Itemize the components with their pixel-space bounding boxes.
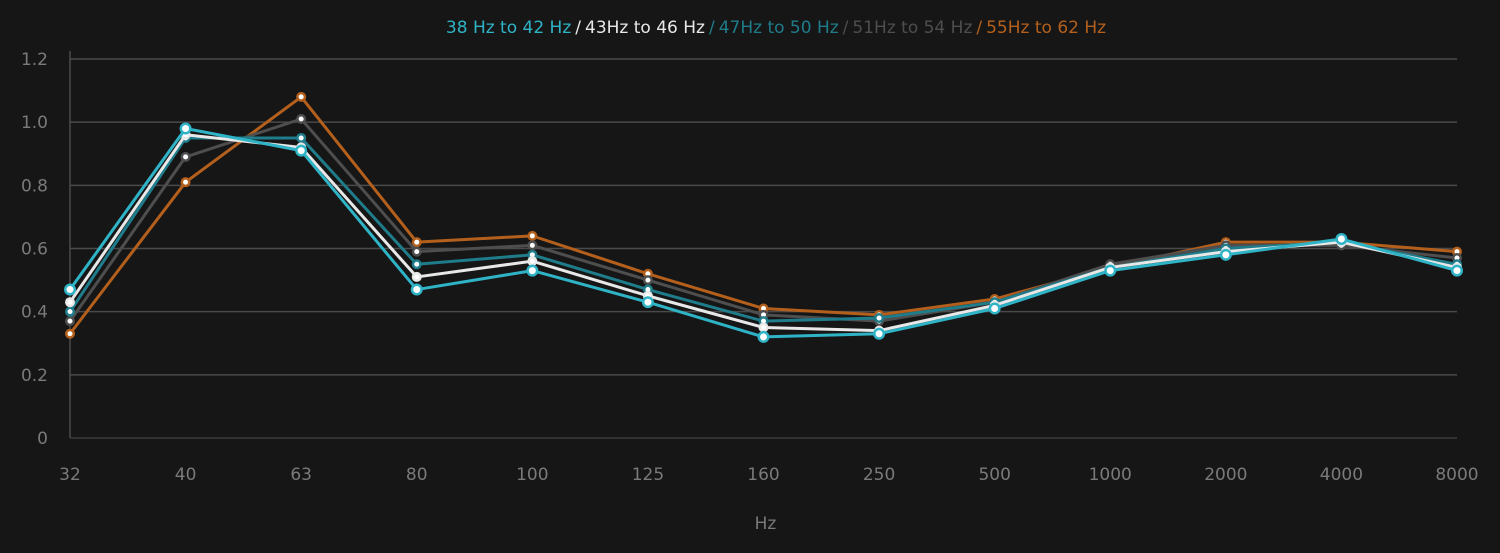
- data-point-center: [414, 249, 420, 255]
- data-point-center: [875, 330, 883, 338]
- data-point-center: [414, 239, 420, 245]
- x-tick-label: 4000: [1320, 465, 1363, 485]
- data-point-center: [761, 312, 766, 318]
- data-point-center: [529, 258, 535, 264]
- data-point-center: [760, 333, 767, 341]
- data-point-center: [67, 299, 73, 305]
- data-point-center: [761, 306, 766, 312]
- data-point-center: [298, 135, 304, 141]
- legend-item[interactable]: 51Hz to 54 Hz: [852, 18, 973, 38]
- legend-item[interactable]: 43Hz to 46 Hz: [585, 18, 705, 38]
- y-tick-label: 0.4: [21, 303, 48, 323]
- data-point-center: [761, 318, 766, 324]
- legend-item[interactable]: 47Hz to 50 Hz: [718, 18, 839, 38]
- series-line: [68, 95, 1458, 335]
- data-point-center: [413, 286, 421, 294]
- data-point-center: [1222, 251, 1230, 259]
- data-point-center: [1337, 235, 1345, 243]
- data-point-center: [761, 324, 766, 330]
- series-line: [68, 133, 1458, 333]
- x-tick-label: 40: [175, 465, 197, 485]
- data-point-center: [67, 331, 73, 337]
- legend-separator: /: [842, 18, 849, 38]
- x-tick-label: 125: [632, 465, 664, 485]
- data-point-center: [529, 242, 535, 248]
- chart-legend: 38 Hz to 42 Hz/43Hz to 46 Hz/47Hz to 50 …: [0, 18, 1500, 38]
- data-point-center: [183, 179, 189, 185]
- legend-separator: /: [976, 18, 983, 38]
- x-tick-label: 32: [59, 465, 81, 485]
- data-point-center: [66, 286, 74, 294]
- data-point-center: [528, 267, 536, 275]
- x-tick-label: 250: [863, 465, 895, 485]
- data-point-center: [645, 277, 651, 283]
- data-point-center: [414, 261, 420, 267]
- x-tick-label: 2000: [1204, 465, 1247, 485]
- legend-item[interactable]: 38 Hz to 42 Hz: [445, 18, 572, 38]
- legend-item[interactable]: 55Hz to 62 Hz: [986, 18, 1107, 38]
- data-point-center: [644, 298, 652, 306]
- legend-separator: /: [708, 18, 715, 38]
- data-point-center: [414, 274, 420, 280]
- data-point-center: [529, 233, 535, 239]
- data-point-center: [991, 305, 999, 313]
- y-tick-label: 0.8: [21, 176, 48, 196]
- data-point-center: [298, 94, 304, 100]
- data-point-center: [1453, 267, 1461, 275]
- legend-separator: /: [575, 18, 581, 38]
- data-point-center: [298, 116, 304, 122]
- x-tick-label: 63: [290, 465, 312, 485]
- x-tick-label: 500: [978, 465, 1010, 485]
- data-point-center: [876, 315, 882, 321]
- x-tick-label: 100: [516, 465, 548, 485]
- y-tick-label: 0.2: [21, 366, 48, 386]
- x-axis-title: Hz: [755, 514, 777, 534]
- data-point-center: [67, 318, 73, 324]
- x-tick-label: 8000: [1435, 465, 1478, 485]
- y-tick-label: 1.0: [21, 113, 48, 133]
- y-tick-label: 0: [37, 429, 48, 449]
- data-point-center: [1454, 249, 1460, 255]
- series-line: [68, 117, 1458, 323]
- data-point-center: [645, 271, 651, 277]
- x-tick-label: 1000: [1089, 465, 1132, 485]
- data-point-center: [1106, 267, 1114, 275]
- y-tick-label: 1.2: [21, 50, 48, 70]
- series-line: [68, 136, 1458, 323]
- x-tick-label: 80: [406, 465, 428, 485]
- data-point-center: [182, 124, 190, 132]
- data-point-center: [1454, 255, 1460, 261]
- data-point-center: [67, 309, 73, 315]
- data-point-center: [529, 252, 535, 258]
- y-tick-label: 0.6: [21, 240, 48, 260]
- data-point-center: [645, 287, 651, 293]
- x-tick-label: 160: [747, 465, 779, 485]
- data-point-center: [297, 147, 305, 155]
- data-point-center: [183, 154, 189, 160]
